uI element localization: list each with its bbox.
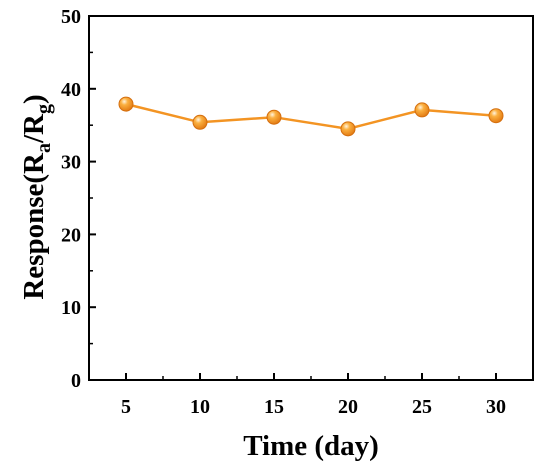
y-tick-label: 0 — [71, 370, 81, 392]
y-ticks: 0 10 20 30 40 50 — [61, 6, 96, 392]
data-point — [488, 108, 504, 124]
data-point — [340, 121, 356, 137]
x-tick-label: 30 — [486, 396, 506, 418]
x-axis-title: Time (day) — [243, 430, 379, 462]
data-point — [266, 109, 282, 125]
data-point — [414, 102, 430, 118]
x-tick-label: 25 — [412, 396, 432, 418]
x-tick-label: 5 — [121, 396, 131, 418]
y-tick-label: 40 — [61, 79, 81, 101]
data-point — [192, 114, 208, 130]
series — [118, 96, 504, 137]
x-tick-label: 15 — [264, 396, 284, 418]
plot-frame — [88, 15, 534, 381]
y-axis-title: Response(Ra/Rg) — [18, 94, 55, 299]
data-point — [118, 96, 134, 112]
x-ticks: 5 10 15 20 25 30 — [121, 373, 506, 418]
x-tick-label: 20 — [338, 396, 358, 418]
x-tick-label: 10 — [190, 396, 210, 418]
y-tick-label: 30 — [61, 152, 81, 174]
y-tick-label: 50 — [61, 6, 81, 28]
series-line — [125, 102, 497, 131]
y-tick-label: 20 — [61, 224, 81, 246]
y-tick-label: 10 — [61, 297, 81, 319]
